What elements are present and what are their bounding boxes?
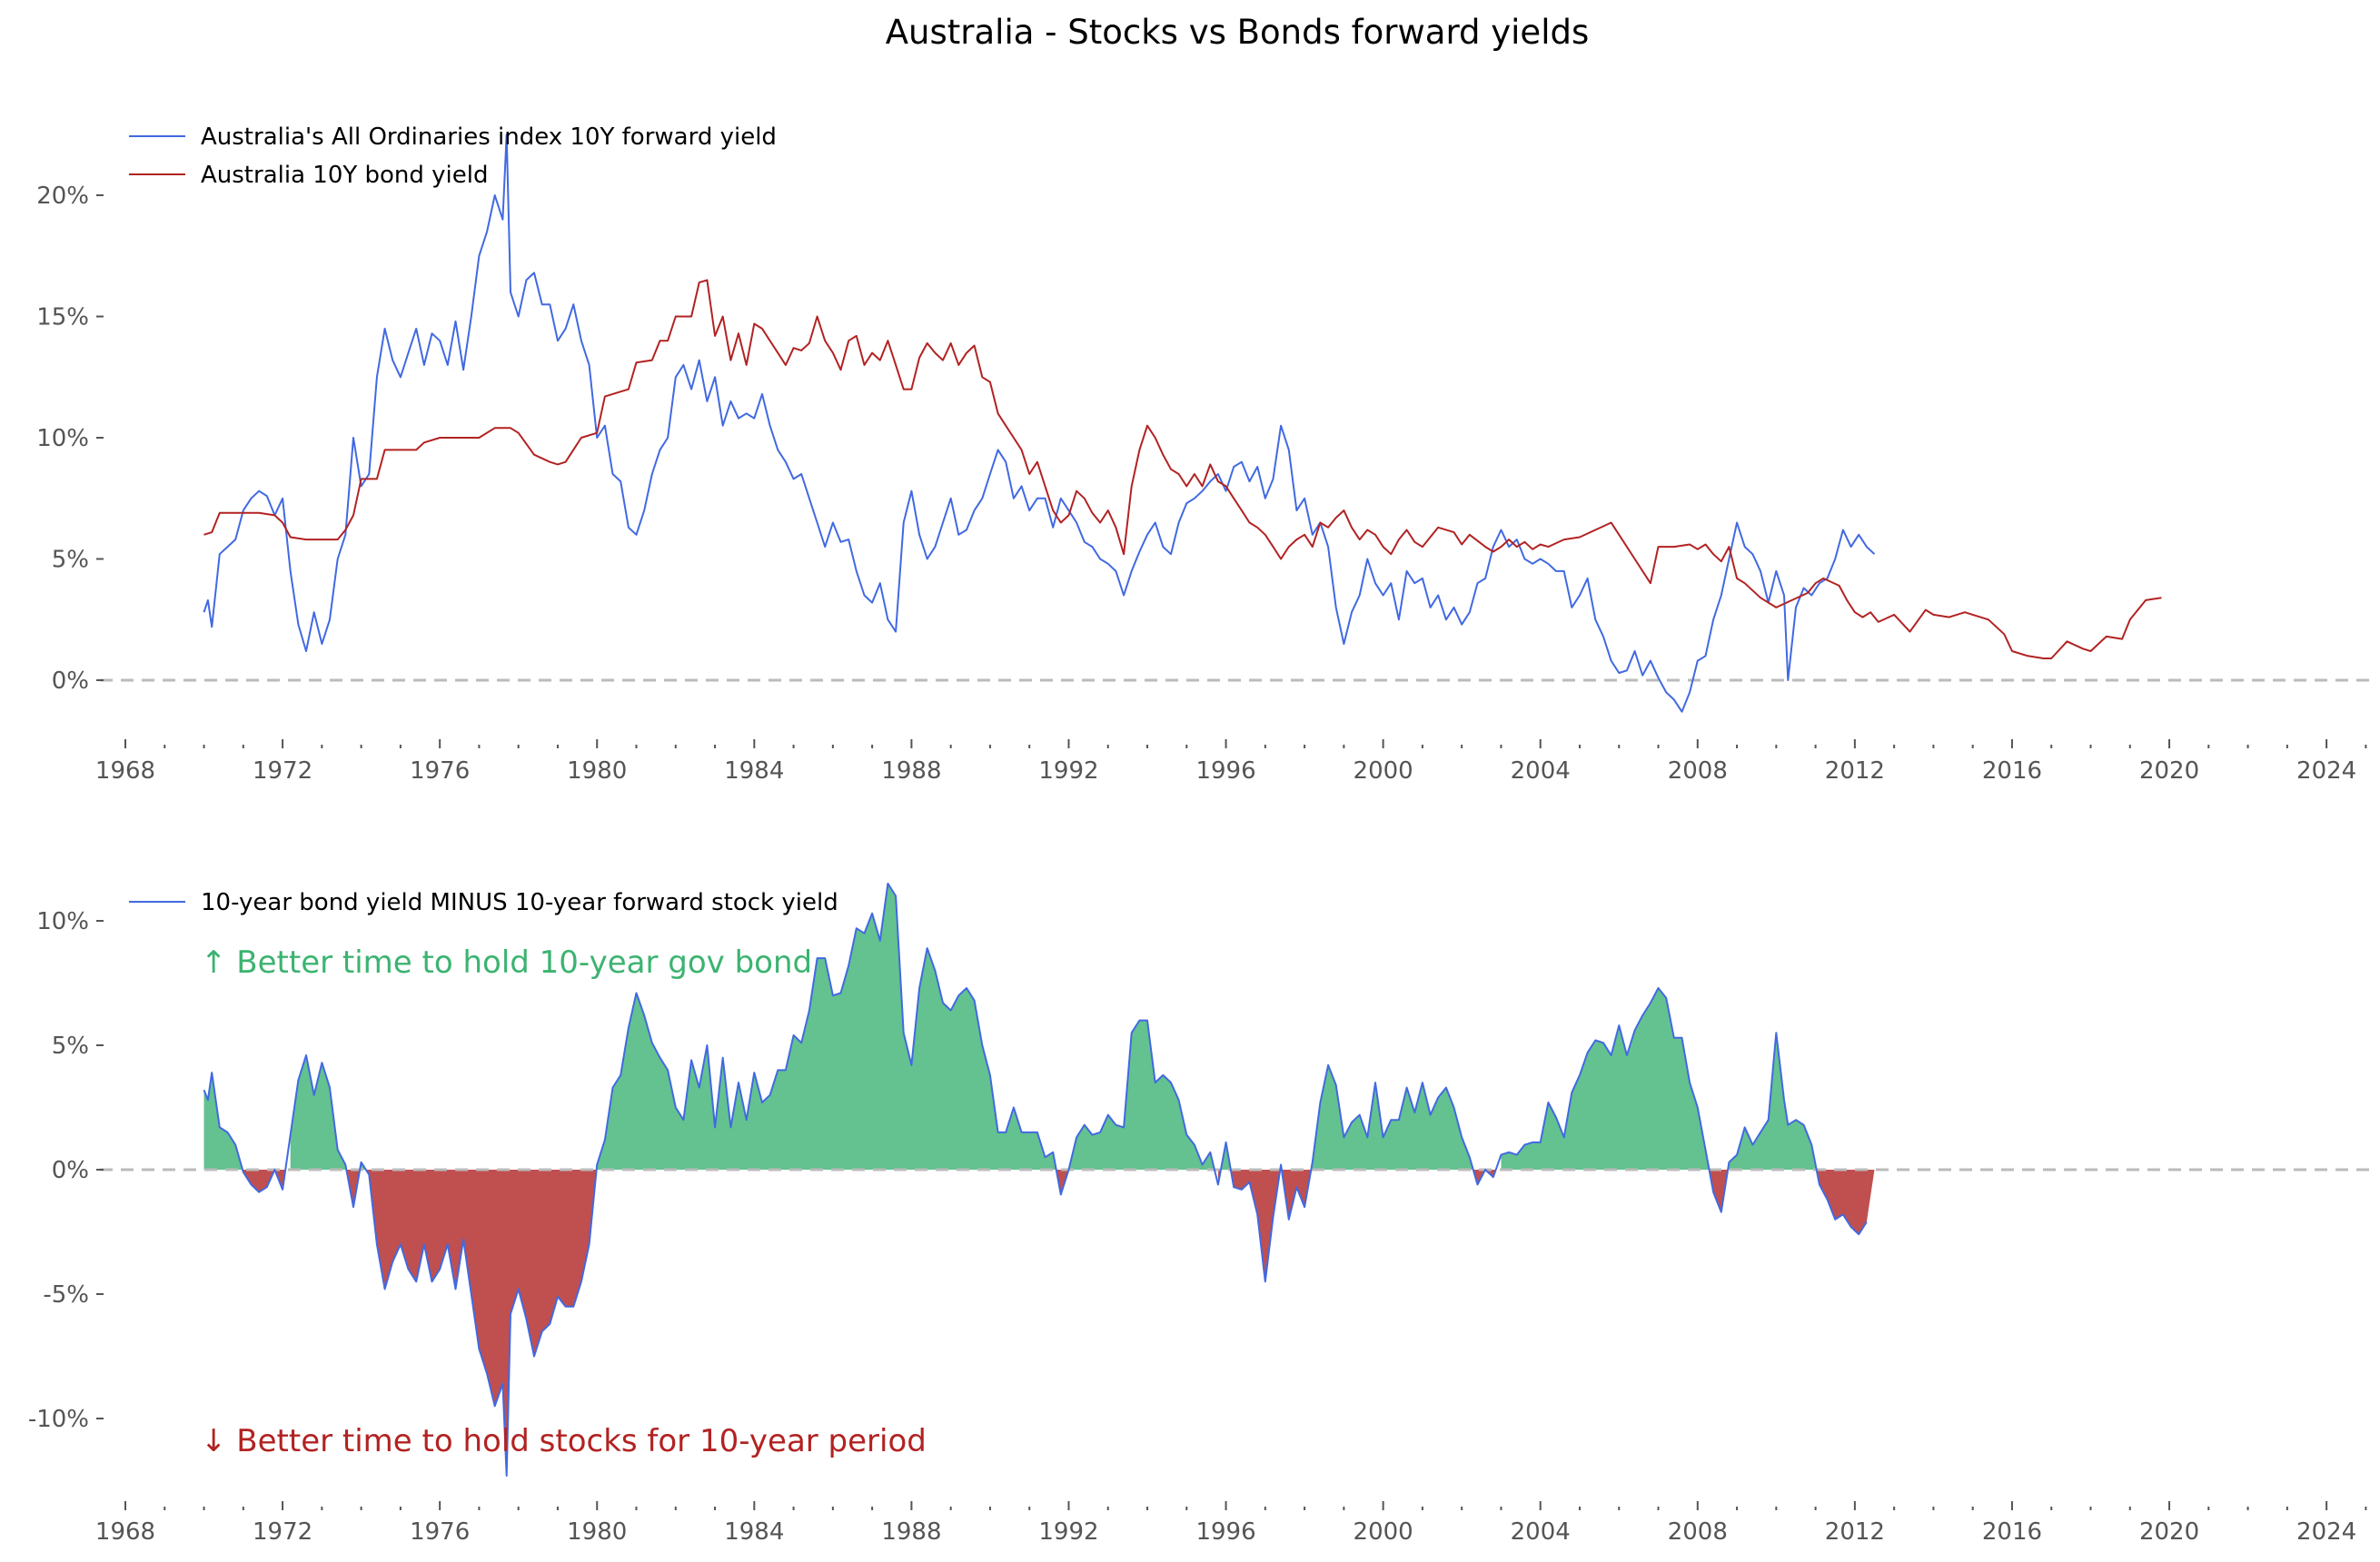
bottom-chart-spread: -10%-5%0%5%10% 1968 1972 1976 1980 1984 1988 1… <box>28 882 2371 1546</box>
top-x-tick-label: 1972 <box>253 757 312 785</box>
top-y-tick-label: 10% <box>36 425 89 452</box>
bottom-x-tick-label: 1972 <box>253 1518 312 1546</box>
bottom-x-tick-label: 1984 <box>724 1518 784 1546</box>
bottom-y-tick-label: -10% <box>28 1406 89 1433</box>
top-x-tick-label: 2020 <box>2139 757 2199 785</box>
bottom-x-tick-label: 1980 <box>567 1518 627 1546</box>
top-y-tick-label: 20% <box>36 183 89 210</box>
top-x-tick-label: 1988 <box>881 757 941 785</box>
bottom-x-tick-label: 2008 <box>1668 1518 1728 1546</box>
top-x-tick-label: 1980 <box>567 757 627 785</box>
top-legend: Australia's All Ordinaries index 10Y for… <box>129 124 777 189</box>
top-y-tick-label: 15% <box>36 304 89 331</box>
top-x-tick-label: 2024 <box>2296 757 2356 785</box>
bottom-x-tick-label: 2004 <box>1511 1518 1571 1546</box>
annotation-bond-better: ↑ Better time to hold 10-year gov bond <box>201 944 812 981</box>
bottom-x-tick-label: 2024 <box>2296 1518 2356 1546</box>
top-x-tick-label: 2008 <box>1668 757 1728 785</box>
top-x-tick-label: 2004 <box>1511 757 1571 785</box>
bottom-series-line <box>203 882 1868 1477</box>
bottom-x-tick-label: 1976 <box>410 1518 470 1546</box>
spread-line <box>203 882 1868 1477</box>
legend-label-bond-yield: Australia 10Y bond yield <box>201 162 489 189</box>
bottom-y-tick-label: 5% <box>52 1033 89 1060</box>
top-x-tick-label: 2016 <box>1982 757 2042 785</box>
bottom-y-axis: -10% -5% 0% 5% 10% <box>28 908 104 1433</box>
legend-label-stock-yield: Australia's All Ordinaries index 10Y for… <box>201 124 777 151</box>
top-x-axis: 1968 1972 1976 1980 1984 1988 1992 1996 2000 2004… <box>95 739 2367 785</box>
bottom-x-tick-label: 2012 <box>1825 1518 1885 1546</box>
annotation-stocks-better: ↓ Better time to hold stocks for 10-year… <box>201 1423 927 1459</box>
spread-positive-area <box>203 883 1817 1170</box>
chart-title: Australia - Stocks vs Bonds forward yiel… <box>886 13 1590 52</box>
top-y-tick-label: 5% <box>52 547 89 574</box>
spread-negative-area <box>243 1170 1875 1476</box>
top-x-tick-label: 1992 <box>1038 757 1098 785</box>
bottom-x-tick-label: 1988 <box>881 1518 941 1546</box>
bottom-x-axis: 1968 1972 1976 1980 1984 1988 1992 1996 2000 2004… <box>95 1501 2367 1546</box>
bottom-y-tick-label: -5% <box>43 1281 89 1309</box>
legend-label-spread: 10-year bond yield MINUS 10-year forward… <box>201 889 838 916</box>
bottom-x-tick-label: 1968 <box>95 1518 155 1546</box>
top-x-tick-label: 2000 <box>1354 757 1413 785</box>
top-x-tick-label: 2012 <box>1825 757 1885 785</box>
bottom-legend: 10-year bond yield MINUS 10-year forward… <box>129 889 838 916</box>
top-y-tick-label: 0% <box>52 667 89 695</box>
bottom-x-tick-label: 1996 <box>1195 1518 1255 1546</box>
bottom-x-tick-label: 2016 <box>1982 1518 2042 1546</box>
top-x-tick-label: 1996 <box>1195 757 1255 785</box>
bottom-x-tick-label: 2020 <box>2139 1518 2199 1546</box>
top-x-tick-label: 1968 <box>95 757 155 785</box>
bond-yield-line <box>203 279 2162 659</box>
top-y-axis: 0% 5% 10% 15% 20% <box>36 183 104 695</box>
top-x-tick-label: 1976 <box>410 757 470 785</box>
bottom-x-tick-label: 1992 <box>1038 1518 1098 1546</box>
stock-forward-yield-line <box>203 133 1876 713</box>
bottom-y-tick-label: 10% <box>36 908 89 935</box>
top-x-tick-label: 1984 <box>724 757 784 785</box>
top-chart-yields: 0%5%10%15%20% 1968 1972 1976 1980 1984 1988 19… <box>36 124 2371 785</box>
bottom-y-tick-label: 0% <box>52 1157 89 1184</box>
spread-area-fills <box>203 883 1875 1476</box>
bottom-x-tick-label: 2000 <box>1354 1518 1413 1546</box>
top-series-lines <box>203 133 2162 713</box>
